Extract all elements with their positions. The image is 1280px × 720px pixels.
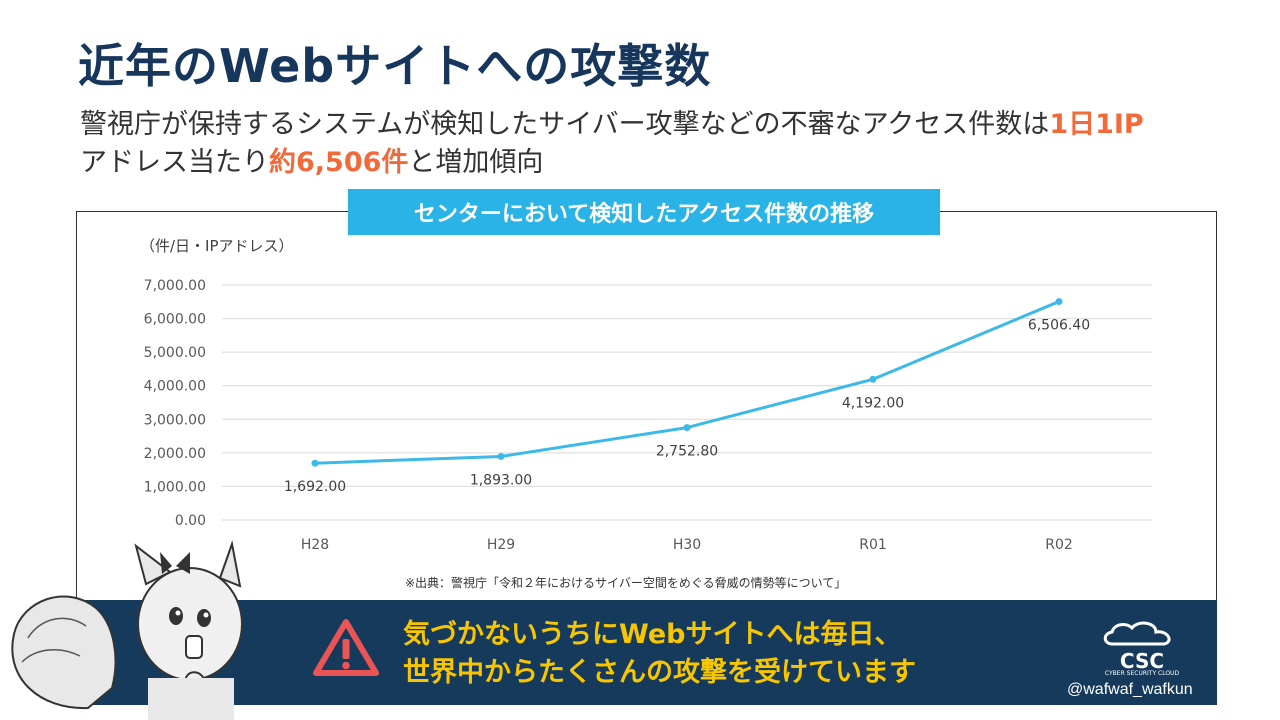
data-label: 1,893.00 [470,472,532,488]
data-point [497,452,505,460]
y-tick-label: 7,000.00 [144,278,206,294]
warning-line-1: 気づかないうちにWebサイトへは毎日、 [403,619,902,650]
x-tick-label: H29 [487,537,515,553]
data-point [683,424,691,432]
slide-subtitle: 警視庁が保持するシステムが検知したサイバー攻撃などの不審なアクセス件数は1日1I… [80,106,1250,182]
data-point [311,459,319,467]
logo-subtext: CYBER SECURITY CLOUD [1104,670,1180,677]
source-note: ※出典：警視庁「令和２年におけるサイバー空間をめぐる脅威の情勢等について」 [405,576,847,590]
x-tick-label: H30 [673,537,701,553]
subtitle-text-3: と増加傾向 [408,147,544,178]
y-tick-label: 3,000.00 [144,412,206,428]
data-label: 1,692.00 [284,479,346,495]
y-tick-label: 4,000.00 [144,379,206,395]
twitter-handle: @wafwaf_wafkun [1067,681,1193,698]
data-point [1055,298,1063,306]
slide-title: 近年のWebサイトへの攻撃数 [78,39,712,93]
y-tick-label: 6,000.00 [144,312,206,328]
subtitle-highlight-1: 1日1IP [1049,109,1144,140]
data-label: 4,192.00 [842,395,904,411]
x-tick-label: R02 [1045,537,1073,553]
data-label: 2,752.80 [656,444,718,460]
y-tick-label: 5,000.00 [144,345,206,361]
y-axis-unit-label: （件/日・IPアドレス） [140,237,294,255]
subtitle-highlight-2: 約6,506件 [269,147,409,178]
csc-logo: CSC [1103,621,1171,673]
warning-triangle-icon [313,619,379,676]
warning-banner [76,600,1217,705]
warning-line-2: 世界中からたくさんの攻撃を受けています [403,657,916,688]
x-tick-label: H28 [301,537,329,553]
y-tick-label: 1,000.00 [144,479,206,495]
y-tick-label: 0.00 [175,513,206,529]
data-point [869,375,877,383]
chart-title-banner: センターにおいて検知したアクセス件数の推移 [348,189,940,235]
subtitle-text-1: 警視庁が保持するシステムが検知したサイバー攻撃などの不審なアクセス件数は [80,109,1050,140]
y-tick-label: 2,000.00 [144,446,206,462]
squirrel-mascot-illustration [11,540,243,720]
x-tick-label: R01 [859,537,887,553]
subtitle-text-2: アドレス当たり [80,147,269,178]
series-line [314,300,1060,465]
data-label: 6,506.40 [1028,318,1090,334]
logo-text: CSC [1120,649,1164,673]
warning-message: 気づかないうちにWebサイトへは毎日、 世界中からたくさんの攻撃を受けています [403,616,1043,692]
